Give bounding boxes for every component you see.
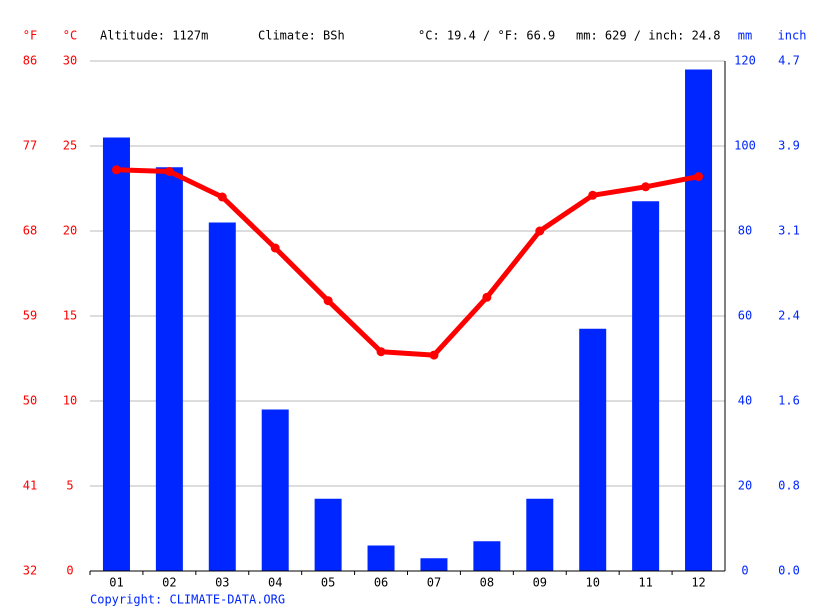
y-inch-tick-label: 4.7 — [778, 54, 800, 68]
unit-c: °C — [63, 29, 77, 43]
temp-point — [482, 292, 492, 302]
y-tick-label: 25 — [63, 139, 77, 153]
x-tick-label: 06 — [374, 576, 388, 590]
precip-bar — [261, 409, 289, 571]
precip-bar — [314, 498, 342, 571]
copyright: Copyright: CLIMATE-DATA.ORG — [90, 593, 285, 607]
precip-bar — [155, 167, 183, 571]
y2-tick-label: 40 — [738, 394, 752, 408]
temp-point — [217, 192, 227, 202]
header-precip: mm: 629 / inch: 24.8 — [576, 29, 721, 43]
x-tick-label: 09 — [533, 576, 547, 590]
temp-point — [270, 243, 280, 253]
precip-bar — [526, 498, 554, 571]
header-climate: Climate: BSh — [258, 29, 345, 43]
y-f-tick-label: 59 — [23, 309, 37, 323]
header-altitude: Altitude: 1127m — [100, 29, 208, 43]
temp-point — [164, 167, 174, 176]
unit-f: °F — [23, 29, 37, 43]
y-inch-tick-label: 3.1 — [778, 223, 800, 237]
y-f-tick-label: 50 — [23, 394, 37, 408]
temp-line — [116, 167, 700, 358]
y-f-tick-label: 41 — [23, 479, 37, 493]
y2-tick-label: 60 — [738, 309, 752, 323]
y2-tick-label: 20 — [738, 479, 752, 493]
temp-point — [535, 226, 545, 236]
temp-point — [588, 190, 598, 200]
x-tick-label: 02 — [162, 576, 176, 590]
x-tick-label: 04 — [268, 576, 282, 590]
y-f-tick-label: 68 — [23, 224, 37, 238]
x-tick-label: 12 — [691, 576, 705, 590]
unit-inch: inch — [778, 29, 807, 43]
temp-point — [376, 347, 386, 357]
y2-tick-label: 120 — [734, 54, 756, 68]
x-tick-label: 11 — [638, 576, 652, 590]
y-f-tick-label: 77 — [23, 139, 37, 153]
temp-point — [429, 350, 439, 360]
temp-point — [111, 165, 121, 175]
precip-bar — [632, 201, 660, 571]
y-inch-tick-label: 1.6 — [778, 393, 800, 407]
precip-bar — [420, 558, 448, 571]
y2-tick-label: 100 — [734, 139, 756, 153]
x-tick-label: 08 — [480, 576, 494, 590]
y-tick-label: 5 — [66, 479, 73, 493]
y-tick-label: 30 — [63, 54, 77, 68]
temp-point — [694, 172, 704, 182]
y-tick-label: 15 — [63, 309, 77, 323]
y-tick-label: 10 — [63, 394, 77, 408]
precip-bar — [367, 545, 395, 571]
y-tick-label: 20 — [63, 224, 77, 238]
temp-point — [323, 296, 333, 306]
precip-bar — [102, 137, 130, 571]
x-tick-label: 07 — [427, 576, 441, 590]
y2-tick-label: 80 — [738, 224, 752, 238]
precip-bar — [685, 69, 713, 571]
precip-bar — [208, 222, 236, 571]
unit-mm: mm — [738, 29, 752, 43]
precip-bar — [473, 541, 501, 571]
temp-point — [641, 182, 651, 192]
y-inch-tick-label: 3.9 — [778, 138, 800, 152]
y-f-tick-label: 86 — [23, 54, 37, 68]
x-tick-label: 03 — [215, 576, 229, 590]
y2-tick-label: 0 — [741, 564, 748, 578]
x-tick-label: 05 — [321, 576, 335, 590]
y-inch-tick-label: 0.8 — [778, 479, 800, 493]
header-temp: °C: 19.4 / °F: 66.9 — [418, 29, 555, 43]
y-f-tick-label: 32 — [23, 564, 37, 578]
x-tick-label: 01 — [109, 576, 123, 590]
y-inch-tick-label: 2.4 — [778, 309, 800, 323]
x-tick-label: 10 — [585, 576, 599, 590]
y-inch-tick-label: 0.0 — [778, 564, 800, 578]
precip-bar — [579, 328, 607, 571]
y-tick-label: 0 — [66, 564, 73, 578]
